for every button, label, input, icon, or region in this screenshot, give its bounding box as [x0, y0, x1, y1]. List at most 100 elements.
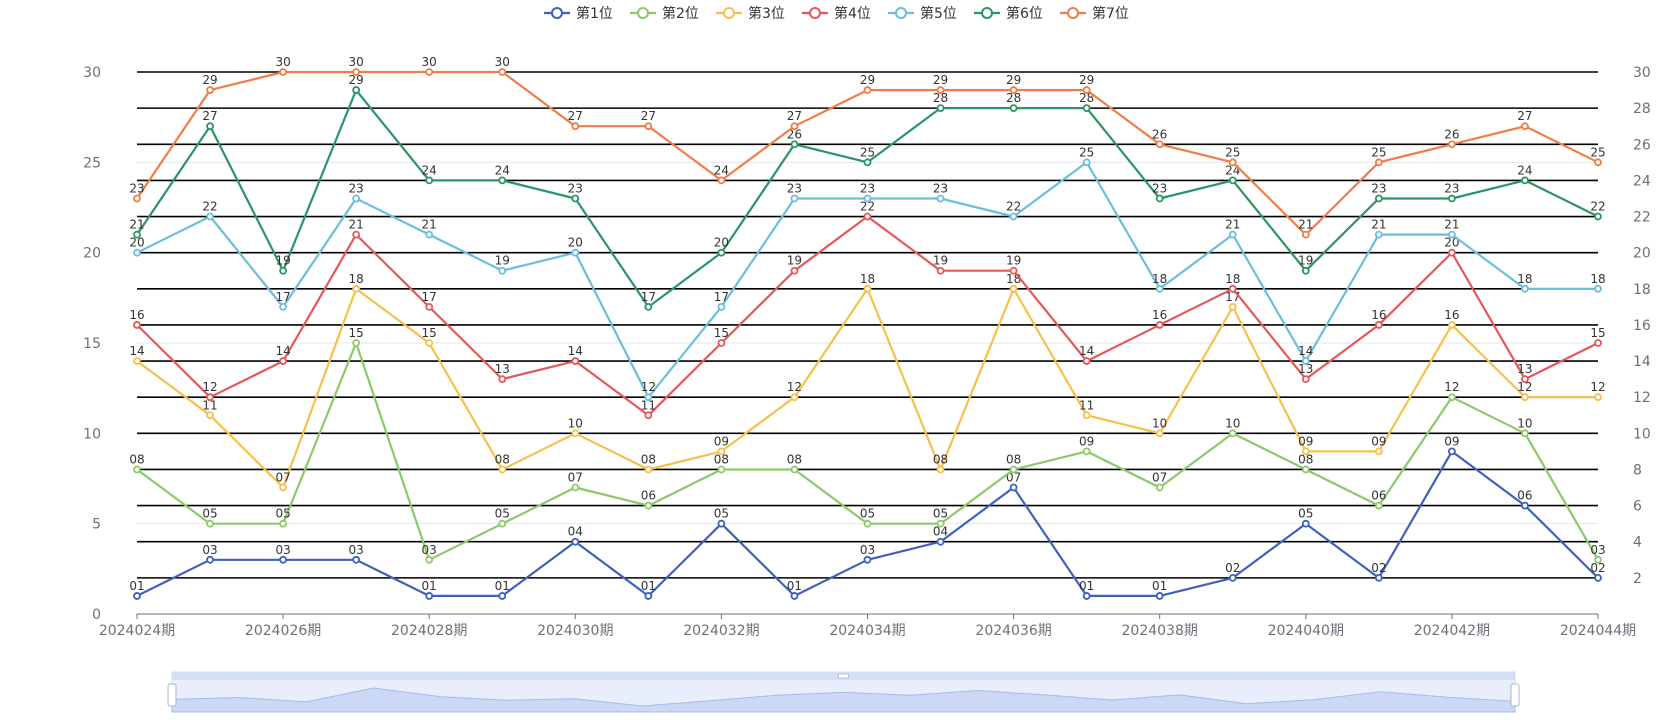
data-point[interactable] — [1009, 212, 1018, 221]
data-point[interactable] — [1009, 266, 1018, 275]
data-point[interactable] — [352, 284, 361, 293]
data-point[interactable] — [1521, 284, 1529, 293]
data-point[interactable] — [571, 357, 580, 365]
data-point[interactable] — [1082, 447, 1091, 456]
data-point[interactable] — [279, 68, 288, 76]
data-point[interactable] — [1374, 501, 1383, 510]
data-point[interactable] — [498, 465, 507, 474]
data-point[interactable] — [279, 302, 288, 311]
data-point[interactable] — [1082, 158, 1091, 167]
data-point[interactable] — [1448, 321, 1456, 329]
data-point[interactable] — [1228, 176, 1237, 185]
data-point[interactable] — [717, 302, 726, 311]
data-point[interactable] — [1155, 140, 1164, 149]
data-point[interactable] — [571, 122, 580, 131]
data-point[interactable] — [133, 194, 141, 203]
data-point[interactable] — [425, 592, 434, 600]
data-point[interactable] — [1594, 212, 1602, 221]
data-point[interactable] — [279, 519, 288, 528]
data-point[interactable] — [790, 122, 799, 131]
data-point[interactable] — [1448, 140, 1456, 149]
data-point[interactable] — [717, 465, 726, 474]
data-point[interactable] — [498, 68, 507, 76]
legend-item[interactable]: 第5位 — [888, 5, 957, 22]
data-point[interactable] — [571, 248, 580, 257]
data-point[interactable] — [1155, 429, 1164, 438]
series-6[interactable]: 21 27 19 29 24 24 23 17 20 26 25 28 28 28 23 24 19 23 23 24… — [129, 73, 1606, 311]
data-point[interactable] — [1594, 555, 1602, 564]
data-point[interactable] — [1155, 483, 1164, 492]
data-point[interactable] — [206, 86, 214, 94]
data-point[interactable] — [1155, 284, 1164, 293]
data-point[interactable] — [1594, 158, 1602, 167]
data-point[interactable] — [498, 592, 507, 600]
data-point[interactable] — [425, 68, 434, 76]
data-point[interactable] — [206, 393, 214, 402]
data-zoom-slider[interactable] — [167, 671, 1520, 713]
data-point[interactable] — [790, 393, 799, 402]
data-point[interactable] — [571, 537, 580, 546]
data-point[interactable] — [133, 357, 141, 365]
data-point[interactable] — [644, 592, 653, 600]
data-point[interactable] — [133, 465, 141, 474]
slider-left-handle[interactable] — [167, 683, 177, 707]
data-point[interactable] — [1374, 158, 1383, 167]
data-point[interactable] — [936, 194, 945, 203]
data-point[interactable] — [1521, 176, 1529, 185]
data-point[interactable] — [571, 483, 580, 492]
data-point[interactable] — [1228, 429, 1237, 438]
data-point[interactable] — [1374, 573, 1383, 582]
data-point[interactable] — [1301, 519, 1310, 528]
legend[interactable]: 第1位 第2位 第3位 第4位 第5位 第6位 第7位 — [544, 5, 1129, 22]
data-point[interactable] — [1301, 230, 1310, 239]
data-point[interactable] — [863, 519, 872, 528]
data-point[interactable] — [1301, 357, 1310, 365]
data-point[interactable] — [1301, 375, 1310, 384]
data-point[interactable] — [1374, 230, 1383, 239]
data-point[interactable] — [279, 555, 288, 564]
data-point[interactable] — [644, 302, 653, 311]
series-2[interactable]: 08 05 05 15 03 05 07 06 08 08 05 05 08 09 07 10 08 06 12 10… — [129, 326, 1606, 564]
data-point[interactable] — [352, 339, 361, 347]
data-point[interactable] — [352, 194, 361, 203]
data-point[interactable] — [425, 176, 434, 185]
data-point[interactable] — [133, 248, 141, 257]
data-point[interactable] — [936, 537, 945, 546]
data-point[interactable] — [352, 230, 361, 239]
data-point[interactable] — [1301, 266, 1310, 275]
data-point[interactable] — [498, 266, 507, 275]
series-4[interactable]: 16 12 14 21 17 13 14 11 15 19 22 19 19 14 16 18 13 16 20 13… — [129, 200, 1606, 420]
data-point[interactable] — [1521, 501, 1529, 510]
data-point[interactable] — [1521, 375, 1529, 384]
data-point[interactable] — [1521, 393, 1529, 402]
data-point[interactable] — [863, 555, 872, 564]
data-point[interactable] — [717, 248, 726, 257]
data-point[interactable] — [644, 465, 653, 474]
data-point[interactable] — [1155, 194, 1164, 203]
data-point[interactable] — [863, 86, 872, 94]
data-point[interactable] — [863, 284, 872, 293]
data-point[interactable] — [1155, 321, 1164, 329]
plot-area[interactable]: 01 03 03 03 01 01 04 01 05 01 03 04 07 01 01 02 05 02 09 06… — [129, 55, 1606, 600]
data-point[interactable] — [1082, 86, 1091, 94]
series-5[interactable]: 20 22 17 23 21 19 20 12 17 23 23 23 22 25 18 21 14 21 21 18… — [129, 145, 1606, 402]
data-point[interactable] — [1082, 592, 1091, 600]
legend-item[interactable]: 第1位 — [544, 5, 613, 22]
data-point[interactable] — [1594, 339, 1602, 347]
data-point[interactable] — [498, 176, 507, 185]
data-point[interactable] — [206, 411, 214, 420]
data-point[interactable] — [425, 555, 434, 564]
data-point[interactable] — [644, 501, 653, 510]
series-7[interactable]: 23 29 30 30 30 30 27 27 24 27 29 29 29 29 26 25 21 25 26 27… — [129, 55, 1606, 239]
data-point[interactable] — [425, 302, 434, 311]
data-point[interactable] — [1301, 465, 1310, 474]
data-point[interactable] — [1448, 248, 1456, 257]
data-point[interactable] — [1155, 592, 1164, 600]
data-point[interactable] — [571, 429, 580, 438]
data-point[interactable] — [936, 266, 945, 275]
data-point[interactable] — [1448, 393, 1456, 402]
data-point[interactable] — [790, 465, 799, 474]
data-point[interactable] — [790, 266, 799, 275]
data-point[interactable] — [1082, 411, 1091, 420]
data-point[interactable] — [133, 230, 141, 239]
